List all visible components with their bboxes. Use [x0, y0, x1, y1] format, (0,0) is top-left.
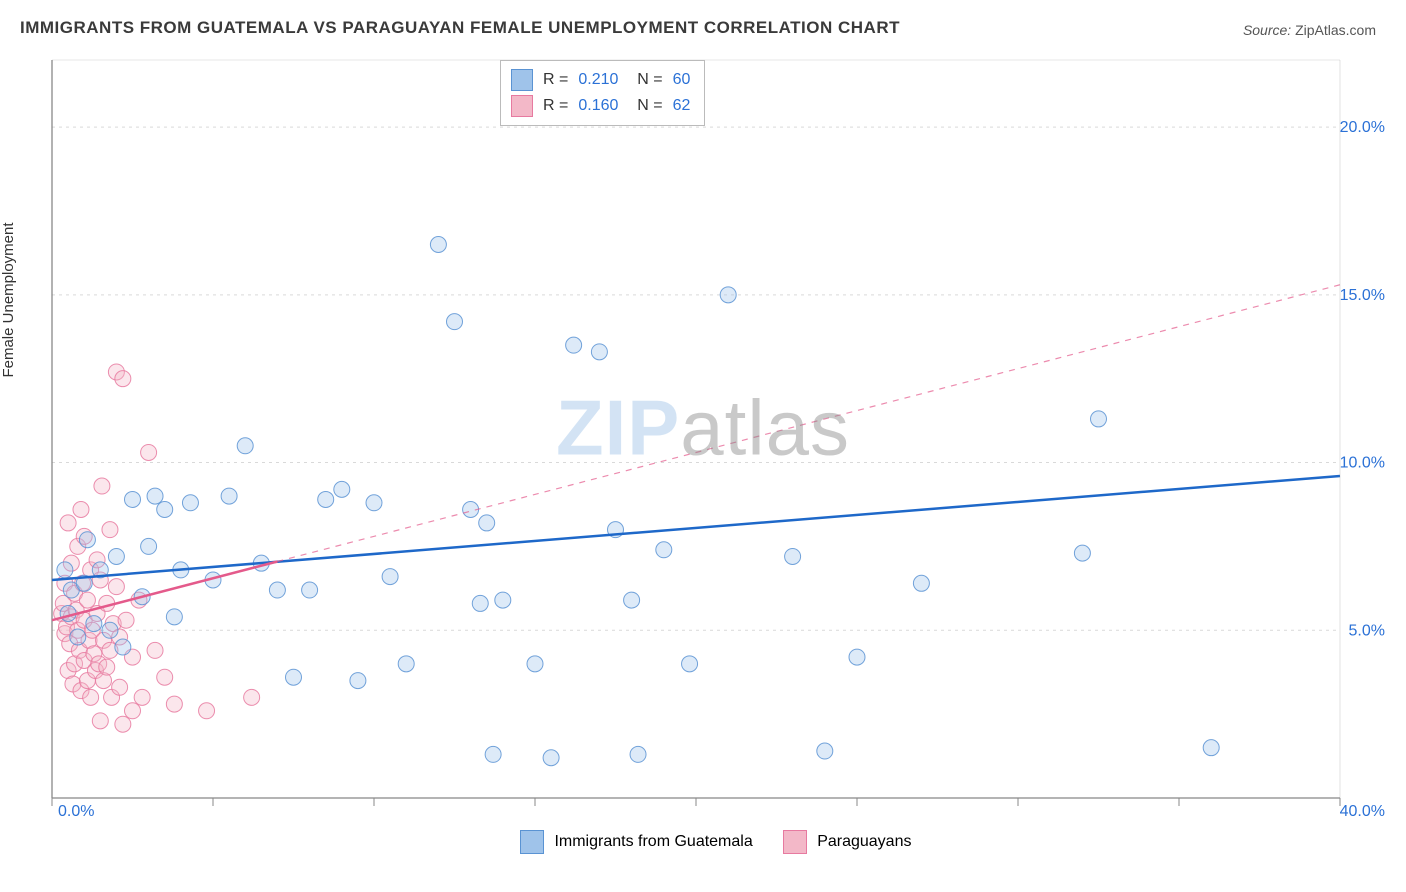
r-value-b: 0.160 [578, 97, 618, 115]
legend-swatch-a [520, 830, 544, 854]
source-label: Source: [1243, 22, 1291, 38]
legend-item-b: Paraguayans [783, 830, 912, 854]
svg-text:20.0%: 20.0% [1340, 119, 1385, 136]
scatter-plot: 5.0% 10.0% 15.0% 20.0% 0.0% 40.0% [50, 58, 1390, 818]
svg-text:15.0%: 15.0% [1340, 287, 1385, 304]
stats-legend: R = 0.210 N = 60 R = 0.160 N = 62 [500, 60, 705, 126]
svg-text:0.0%: 0.0% [58, 803, 94, 818]
n-label: N = [628, 97, 662, 115]
svg-text:5.0%: 5.0% [1349, 622, 1385, 639]
legend-swatch-a [511, 69, 533, 91]
source-value: ZipAtlas.com [1295, 22, 1376, 38]
legend-row-series-a: R = 0.210 N = 60 [511, 67, 690, 93]
svg-text:40.0%: 40.0% [1340, 803, 1385, 818]
legend-swatch-b [511, 95, 533, 117]
r-value-a: 0.210 [578, 71, 618, 89]
legend-swatch-b [783, 830, 807, 854]
n-label: N = [628, 71, 662, 89]
svg-text:10.0%: 10.0% [1340, 455, 1385, 472]
r-label: R = [543, 97, 568, 115]
chart-title: IMMIGRANTS FROM GUATEMALA VS PARAGUAYAN … [20, 18, 900, 38]
n-value-a: 60 [673, 71, 691, 89]
y-axis-label: Female Unemployment [0, 170, 17, 430]
r-label: R = [543, 71, 568, 89]
legend-label-a: Immigrants from Guatemala [554, 833, 752, 850]
series-legend: Immigrants from Guatemala Paraguayans [520, 830, 911, 854]
legend-item-a: Immigrants from Guatemala [520, 830, 753, 854]
source-attribution: Source: ZipAtlas.com [1243, 22, 1376, 38]
legend-label-b: Paraguayans [817, 833, 911, 850]
n-value-b: 62 [673, 97, 691, 115]
legend-row-series-b: R = 0.160 N = 62 [511, 93, 690, 119]
